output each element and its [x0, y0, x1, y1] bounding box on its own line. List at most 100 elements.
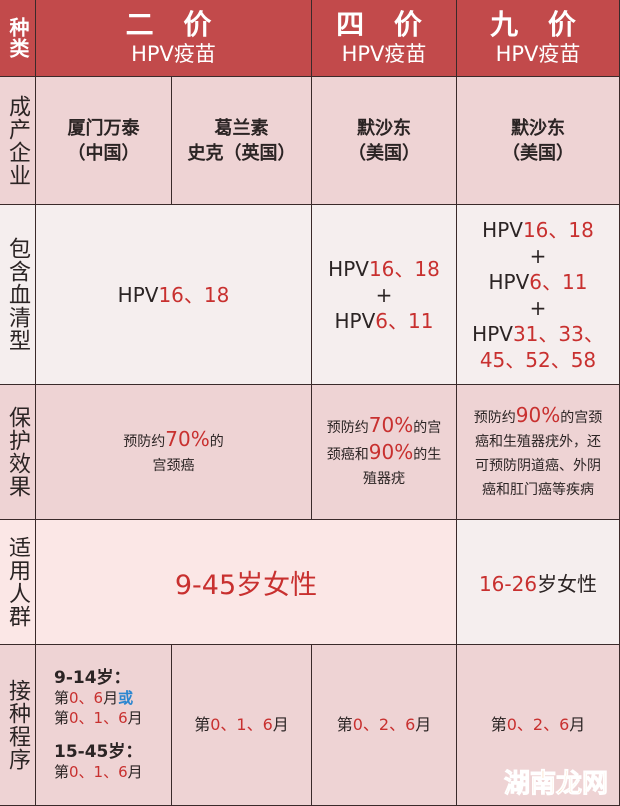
highlight-text: 9-45 [174, 569, 237, 601]
text-line: HPV6、11 [489, 269, 588, 295]
text-segment: 葛兰素 [214, 117, 269, 139]
highlight-text: 0、6 [69, 689, 104, 707]
highlight-text: 6、11 [529, 269, 588, 294]
text-line: 殖器疣 [363, 467, 405, 491]
highlight-text: 31、33、 [512, 321, 604, 346]
maker-cell: 默沙东 （美国） [312, 77, 457, 205]
text-line: （美国） [348, 141, 420, 166]
text-line: 预防约90%的宫颈 [474, 403, 602, 430]
header-subtitle: HPV疫苗 [495, 42, 581, 66]
highlight-text: 0、1、6 [69, 763, 128, 781]
maker-cell: 葛兰素史克（英国） [172, 77, 312, 205]
text-segment: 第 [54, 689, 70, 707]
highlight-text: 90% [515, 402, 561, 427]
row-label: 包含血清型 [5, 237, 30, 352]
text-segment: 预防约 [473, 409, 516, 426]
text-line: 第0、6月或 [54, 688, 133, 708]
highlight-text: 6、11 [375, 308, 434, 333]
row-label: 接种程序 [5, 679, 30, 771]
serotype-cell: HPV16、18 + HPV6、11 [312, 205, 457, 385]
text-segment: HPV [472, 321, 513, 346]
text-segment: HPV [482, 217, 523, 242]
text-line: 45、52、58 [480, 347, 596, 373]
text-line: 15-45岁： [54, 742, 142, 762]
text-line: + [530, 243, 547, 269]
watermark: 湖南龙网 [503, 769, 608, 800]
text-segment: 的 [209, 433, 224, 450]
highlight-text: 16、18 [368, 256, 440, 281]
text-line: 预防约70%的宫 [327, 413, 441, 440]
row-label-protection: 保护效果 [0, 385, 36, 520]
row-label-maker: 成产企业 [0, 77, 36, 205]
highlight-text: 90% [368, 440, 414, 464]
text-line: 厦门万泰 [68, 116, 140, 141]
protection-cell: 预防约70%的宫 颈癌和90%的生 殖器疣 [312, 385, 457, 520]
maker-cell: 厦门万泰 （中国） [36, 77, 172, 205]
text-segment: 厦门万泰 [67, 117, 140, 139]
text-segment: 预防约 [326, 420, 369, 436]
highlight-text: 70% [165, 426, 210, 451]
text-line: 癌和肛门癌等疾病 [482, 478, 594, 502]
text-segment: + [529, 295, 547, 320]
row-label-schedule: 接种程序 [0, 645, 36, 806]
text-line: 颈癌和90%的生 [327, 440, 441, 467]
header-subtitle: HPV疫苗 [341, 42, 427, 66]
text-segment: 月 [103, 689, 119, 707]
text-segment: 第 [54, 763, 70, 781]
header-bivalent: 二 价 HPV疫苗 [36, 0, 312, 77]
text-segment: HPV [117, 282, 159, 307]
text-line: 第0、1、6月 [194, 714, 289, 736]
text-segment: 或 [118, 689, 134, 707]
highlight-text: 70% [368, 413, 414, 437]
text-segment: 9-14岁： [54, 668, 131, 688]
schedule-cell: 第0、2、6月 [457, 645, 620, 806]
row-label: 保护效果 [5, 406, 30, 498]
text-line: 预防约70%的 [123, 427, 223, 454]
text-segment: 颈癌和 [326, 447, 369, 463]
text-segment: 第 [54, 709, 70, 727]
header-title: 九 价 [490, 8, 586, 41]
text-line: 第0、1、6月 [54, 762, 143, 782]
row-label-population: 适用人群 [0, 520, 36, 645]
text-line: 16-26岁女性 [479, 568, 597, 597]
text-line: 癌和生殖器疣外，还 [475, 430, 601, 454]
text-line: 史克（英国） [188, 141, 296, 166]
text-segment: 月 [569, 715, 586, 734]
row-label-serotype: 包含血清型 [0, 205, 36, 385]
highlight-text: 0、1、6 [69, 709, 128, 727]
header-title: 二 价 [125, 8, 222, 41]
population-cell: 16-26岁女性 [457, 520, 620, 645]
header-subtitle: HPV疫苗 [131, 42, 216, 66]
row-label: 适用人群 [5, 536, 30, 628]
text-line: + [530, 295, 547, 321]
highlight-text: 16、18 [158, 282, 230, 307]
text-segment: 的宫 [413, 420, 442, 436]
text-segment: 宫颈癌 [152, 457, 195, 474]
text-segment: + [529, 243, 547, 268]
serotype-cell: HPV16、18 [36, 205, 312, 385]
protection-cell: 预防约90%的宫颈 癌和生殖器疣外，还 可预防阴道癌、外阴 癌和肛门癌等疾病 [457, 385, 620, 520]
corner-label: 种类 [6, 17, 30, 59]
schedule-cell: 9-14岁： 第0、6月或 第0、1、6月 15-45岁： 第0、1、6月 [36, 645, 172, 806]
schedule-cell: 第0、2、6月 [312, 645, 457, 806]
highlight-text: 0、1、6 [210, 715, 273, 734]
corner-header: 种类 [0, 0, 36, 77]
schedule-cell: 第0、1、6月 [172, 645, 312, 806]
text-segment: 癌和生殖器疣外，还 [475, 433, 601, 450]
text-segment: （中国） [67, 142, 140, 164]
header-quadrivalent: 四 价 HPV疫苗 [312, 0, 457, 77]
text-segment: HPV [334, 308, 376, 333]
highlight-text: 0、2、6 [506, 715, 570, 734]
population-cell: 9-45岁女性 [36, 520, 457, 645]
text-segment: 月 [127, 763, 143, 781]
text-segment: 预防约 [123, 433, 166, 450]
maker-cell: 默沙东 （美国） [457, 77, 620, 205]
text-segment: 岁女性 [537, 571, 598, 596]
text-segment: 的宫颈 [560, 409, 603, 426]
text-line: HPV16、18 [482, 217, 594, 243]
text-segment: 史克（英国） [187, 142, 296, 164]
text-segment: （美国） [348, 142, 420, 164]
header-nonavalent: 九 价 HPV疫苗 [457, 0, 620, 77]
highlight-text: 0、2、6 [352, 715, 416, 734]
